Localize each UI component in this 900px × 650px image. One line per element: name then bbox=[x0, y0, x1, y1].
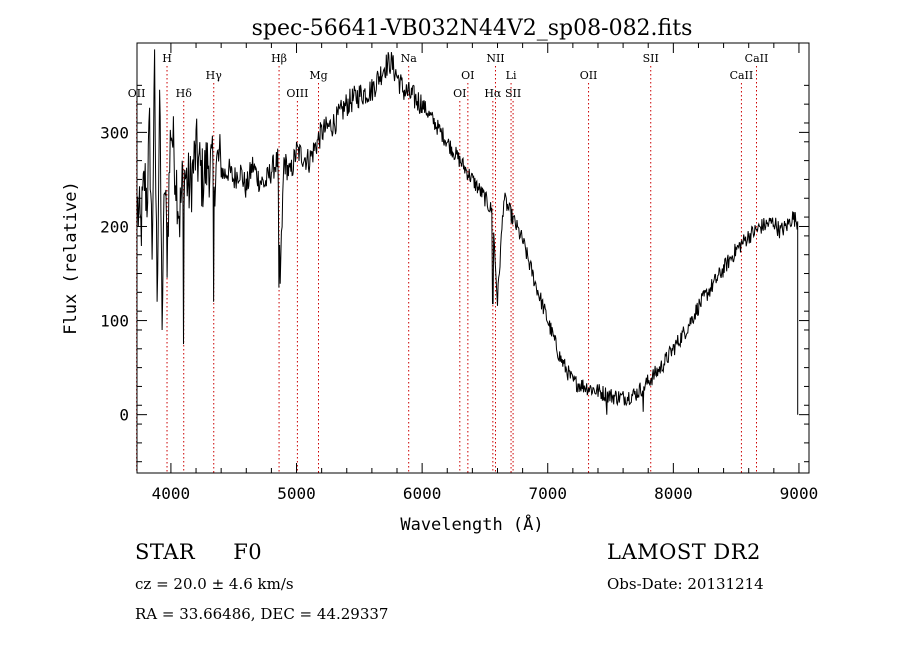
x-tick-label: 4000 bbox=[152, 484, 191, 503]
line-marker-label: OI bbox=[453, 87, 466, 100]
line-marker-label: Mg bbox=[309, 69, 327, 82]
line-marker-label: OIII bbox=[286, 87, 308, 100]
line-markers bbox=[136, 66, 757, 473]
x-tick-label: 9000 bbox=[780, 484, 819, 503]
x-tick-label: 5000 bbox=[277, 484, 316, 503]
line-marker-label: SII bbox=[643, 52, 659, 65]
survey-name: LAMOST DR2 bbox=[607, 540, 761, 564]
line-marker-label: OII bbox=[580, 69, 598, 82]
line-marker-label: Hγ bbox=[206, 69, 223, 82]
y-axis-label: Flux (relative) bbox=[61, 181, 81, 335]
line-marker-label: Na bbox=[401, 52, 418, 65]
line-marker-label: Hα bbox=[484, 87, 502, 100]
coordinates: RA = 33.66486, DEC = 44.29337 bbox=[135, 605, 389, 623]
line-marker-label: Li bbox=[506, 69, 517, 82]
x-axis-label: Wavelength (Å) bbox=[400, 513, 543, 535]
line-marker-label: CaII bbox=[745, 52, 769, 65]
object-class-line: STAR F0 bbox=[135, 540, 262, 564]
line-marker-label: CaII bbox=[730, 69, 754, 82]
line-marker-labels: OIIHHδHγHβOIIIMgNaOIOINIIHαLiSIIOIISIICa… bbox=[128, 52, 769, 100]
y-tick-label: 300 bbox=[100, 123, 129, 142]
line-marker-label: NII bbox=[486, 52, 504, 65]
plot-frame bbox=[136, 42, 810, 474]
line-marker-label: OI bbox=[461, 69, 474, 82]
axis-ticks: 4000 5000 6000 7000 8000 9000 0 100 200 300 bbox=[100, 43, 818, 503]
y-tick-label: 200 bbox=[100, 217, 129, 236]
y-tick-label: 0 bbox=[119, 406, 129, 425]
object-class: STAR bbox=[135, 540, 196, 564]
chart-title: spec-56641-VB032N44V2_sp08-082.fits bbox=[252, 16, 693, 41]
object-subclass: F0 bbox=[233, 540, 263, 564]
y-tick-label: 100 bbox=[100, 312, 129, 331]
redshift-cz: cz = 20.0 ± 4.6 km/s bbox=[135, 575, 294, 593]
observation-date: Obs-Date: 20131214 bbox=[607, 575, 764, 593]
x-tick-label: 8000 bbox=[654, 484, 693, 503]
x-tick-label: 6000 bbox=[403, 484, 442, 503]
line-marker-label: Hβ bbox=[271, 52, 287, 65]
line-marker-label: SII bbox=[505, 87, 521, 100]
x-tick-label: 7000 bbox=[528, 484, 567, 503]
line-marker-label: Hδ bbox=[176, 87, 193, 100]
line-marker-label: H bbox=[162, 52, 172, 65]
spectrum-line bbox=[137, 49, 799, 415]
